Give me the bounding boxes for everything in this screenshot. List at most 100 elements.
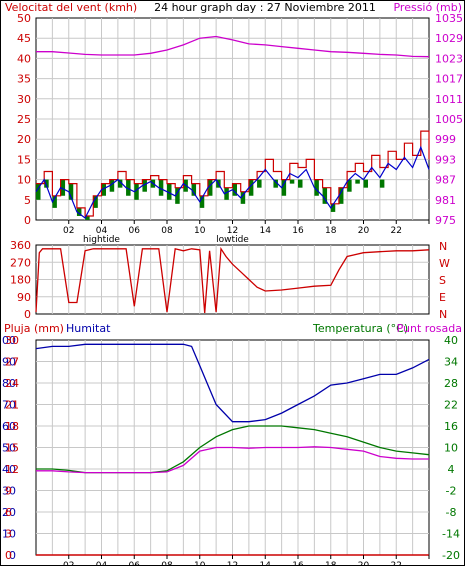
wind-gust-bar (158, 179, 164, 196)
wind-gust-bar (330, 203, 336, 212)
pressure-ytick-label: 1023 (435, 52, 463, 65)
wind-gust-bar (298, 179, 303, 188)
pressure-ytick-label: 1035 (435, 12, 463, 25)
compass-label: N (439, 308, 447, 321)
chart_data-2-xtick-label: 10 (194, 561, 206, 565)
wind-ytick-label: 5 (24, 194, 31, 207)
temperature-ytick-label: -8 (446, 506, 457, 519)
wind-gust-bar (248, 179, 254, 196)
humidity-ytick-label: 100 (1, 334, 16, 347)
rain-ytick-label: 15 (5, 442, 19, 455)
humidity-ytick-label: 0 (9, 549, 16, 562)
wind-gust-bar (93, 195, 98, 208)
pressure-ytick-label: 975 (435, 214, 456, 227)
direction-ytick-label: 270 (10, 256, 31, 269)
wind-gust-bar (134, 183, 139, 200)
wind-ytick-label: 50 (17, 12, 31, 25)
temperature-axis-title: Temperatura (°C) (312, 322, 408, 335)
direction-ytick-label: 180 (10, 274, 31, 287)
wind-ytick-label: 0 (24, 214, 31, 227)
rain-ytick-label: 18 (5, 420, 19, 433)
wind-gust-bar (289, 179, 295, 184)
chart_data-0-xtick-label: 06 (129, 226, 141, 236)
wind-gust-bar (281, 179, 287, 196)
wind-gust-bar (314, 179, 319, 196)
wind-ytick-label: 45 (17, 32, 31, 45)
chart_data-2-xtick-label: 04 (96, 561, 108, 565)
compass-label: N (439, 240, 447, 253)
direction-ytick-label: 360 (10, 239, 31, 252)
temperature-ytick-label: 34 (444, 356, 458, 369)
direction-ytick-label: 90 (17, 291, 31, 304)
humidity-ytick-label: 80 (2, 377, 16, 390)
chart-title: 24 hour graph day : 27 Noviembre 2011 (154, 1, 376, 14)
chart_data-2-xtick-label: 16 (292, 561, 304, 565)
humidity-ytick-label: 10 (2, 528, 16, 541)
wind-gust-bar (363, 179, 369, 188)
pressure-ytick-label: 993 (435, 153, 456, 166)
rain-ytick-label: 21 (5, 399, 19, 412)
humidity-ytick-label: 90 (2, 356, 16, 369)
pressure-ytick-label: 981 (435, 194, 456, 207)
wind-gust-bar (240, 191, 246, 204)
wind-gust-bar (355, 179, 360, 184)
wind-gust-bar (322, 187, 328, 204)
chart_data-2-xtick-label: 18 (325, 561, 337, 565)
temperature-ytick-label: 22 (444, 399, 458, 412)
wind-gust-bar (44, 179, 49, 188)
temperature-ytick-label: -14 (442, 528, 460, 541)
direction-ytick-label: 0 (24, 308, 31, 321)
pressure-line (36, 35, 430, 58)
temperature-ytick-label: 40 (444, 334, 458, 347)
wind-gust-bar (60, 179, 66, 196)
pressure-axis-title: Pressió (mb) (393, 1, 462, 14)
wind-gust-bar (232, 183, 238, 196)
dewpoint-line (36, 446, 429, 474)
pressure-ytick-label: 987 (435, 174, 456, 187)
temperature-ytick-label: 28 (444, 377, 458, 390)
dewpoint-axis-title: Punt rosada (397, 322, 462, 335)
temperature-ytick-label: -20 (442, 549, 460, 562)
humidity-ytick-label: 40 (2, 463, 16, 476)
temperature-ytick-label: 4 (448, 463, 455, 476)
chart_data-2-xtick-label: 22 (391, 561, 402, 565)
compass-label: E (439, 291, 446, 304)
wind-gust-line (36, 130, 430, 217)
compass-label: S (439, 274, 446, 287)
temperature-ytick-label: 10 (444, 442, 458, 455)
wind-gust-bar (191, 183, 197, 196)
wind-ytick-label: 30 (17, 93, 31, 106)
wind-gust-bar (224, 187, 229, 200)
pressure-ytick-label: 1011 (435, 93, 463, 106)
wind-gust-bar (257, 179, 262, 188)
humidity-ytick-label: 60 (2, 420, 16, 433)
wind-gust-bar (52, 195, 57, 208)
pressure-ytick-label: 1029 (435, 32, 463, 45)
rain-ytick-label: 27 (5, 356, 19, 369)
wind-gust-bar (76, 207, 82, 216)
wind-gust-bar (273, 179, 278, 188)
wind-gust-bar (85, 215, 90, 220)
wind-gust-bar (36, 183, 41, 200)
rain-ytick-label: 24 (5, 377, 19, 390)
temperature-ytick-label: 16 (444, 420, 458, 433)
wind-gust-bar (101, 183, 107, 196)
humidity-ytick-label: 70 (2, 399, 16, 412)
rain-ytick-label: 3 (5, 528, 12, 541)
wind-gust-bar (117, 179, 123, 188)
chart_data-2-xtick-label: 14 (260, 561, 272, 565)
wind-gust-bar (338, 187, 344, 204)
chart_data-0-xtick-label: 18 (325, 226, 337, 236)
humidity-line (35, 343, 430, 423)
chart_data-0-xtick-label: 08 (161, 226, 173, 236)
wind-gust-bar (379, 179, 385, 188)
rain-axis-title: Pluja (mm) (4, 322, 64, 335)
humidity-ytick-label: 30 (2, 485, 16, 498)
wind-ytick-label: 10 (17, 174, 31, 187)
rain-ytick-label: 0 (5, 549, 12, 562)
compass-label: W (439, 257, 450, 270)
chart_data-0-xtick-label: 02 (63, 226, 74, 236)
wind-gust-bar (175, 187, 180, 204)
chart_data-0-xtick-label: 20 (358, 226, 370, 236)
